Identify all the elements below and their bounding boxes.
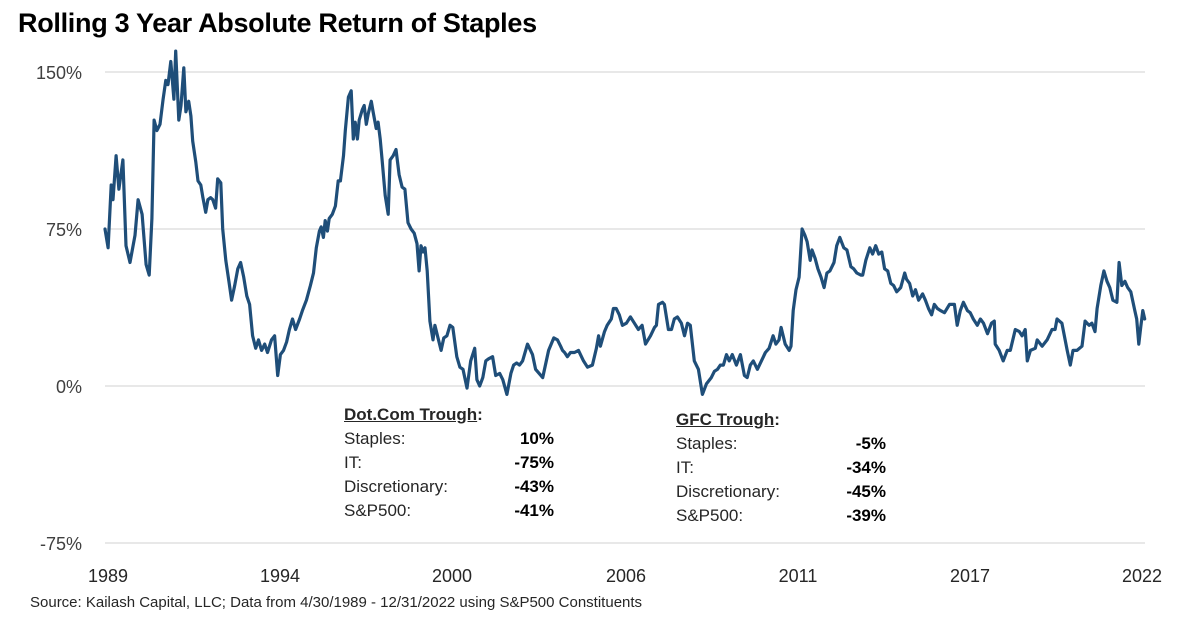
annotation-row: Staples: -5% xyxy=(676,432,886,456)
x-tick-label: 2017 xyxy=(950,566,990,586)
annotation-title: GFC Trough: xyxy=(676,410,780,429)
x-axis-ticks: 1989 1994 2000 2006 2011 2017 2022 xyxy=(88,566,1162,586)
annotation-row: Staples: 10% xyxy=(344,427,554,451)
row-label: Staples: xyxy=(344,429,406,448)
row-value: -5% xyxy=(855,434,886,453)
annotation-row: S&P500: -41% xyxy=(344,499,554,523)
chart-title: Rolling 3 Year Absolute Return of Staple… xyxy=(18,8,537,38)
x-tick-label: 2006 xyxy=(606,566,646,586)
gfc-trough-annotation: GFC Trough: Staples: -5% IT: -34% Discreti… xyxy=(676,408,886,528)
annotation-row: IT: -75% xyxy=(344,451,554,475)
x-tick-label: 2011 xyxy=(779,566,818,586)
y-axis-ticks: 150% 75% 0% -75% xyxy=(36,63,82,554)
x-tick-label: 1994 xyxy=(260,566,300,586)
x-tick-label: 1989 xyxy=(88,566,128,586)
x-tick-label: 2022 xyxy=(1122,566,1162,586)
row-label: S&P500: xyxy=(344,501,412,520)
y-tick-label: 75% xyxy=(46,220,82,240)
row-label: Discretionary: xyxy=(676,482,780,501)
dotcom-trough-annotation: Dot.Com Trough: Staples: 10% IT: -75% Disc… xyxy=(344,403,554,523)
annotation-row: IT: -34% xyxy=(676,456,886,480)
row-label: Discretionary: xyxy=(344,477,448,496)
row-label: IT: xyxy=(344,453,362,472)
gridlines xyxy=(105,71,1145,544)
source-note: Source: Kailash Capital, LLC; Data from … xyxy=(30,594,643,611)
row-label: S&P500: xyxy=(676,506,744,525)
row-value: -45% xyxy=(846,482,886,501)
row-value: -34% xyxy=(846,458,886,477)
annotation-title: Dot.Com Trough: xyxy=(344,405,483,424)
row-value: -75% xyxy=(514,453,554,472)
row-label: IT: xyxy=(676,458,694,477)
annotation-row: Discretionary: -45% xyxy=(676,480,886,504)
staples-return-line xyxy=(103,49,1147,396)
y-tick-label: 0% xyxy=(56,377,82,397)
row-value: -39% xyxy=(846,506,886,525)
x-tick-label: 2000 xyxy=(432,566,472,586)
y-tick-label: -75% xyxy=(40,534,82,554)
row-value: 10% xyxy=(519,429,554,448)
row-value: -43% xyxy=(514,477,554,496)
annotation-row: S&P500: -39% xyxy=(676,504,886,528)
row-label: Staples: xyxy=(676,434,738,453)
row-value: -41% xyxy=(514,501,554,520)
y-tick-label: 150% xyxy=(36,63,82,83)
annotation-row: Discretionary: -43% xyxy=(344,475,554,499)
